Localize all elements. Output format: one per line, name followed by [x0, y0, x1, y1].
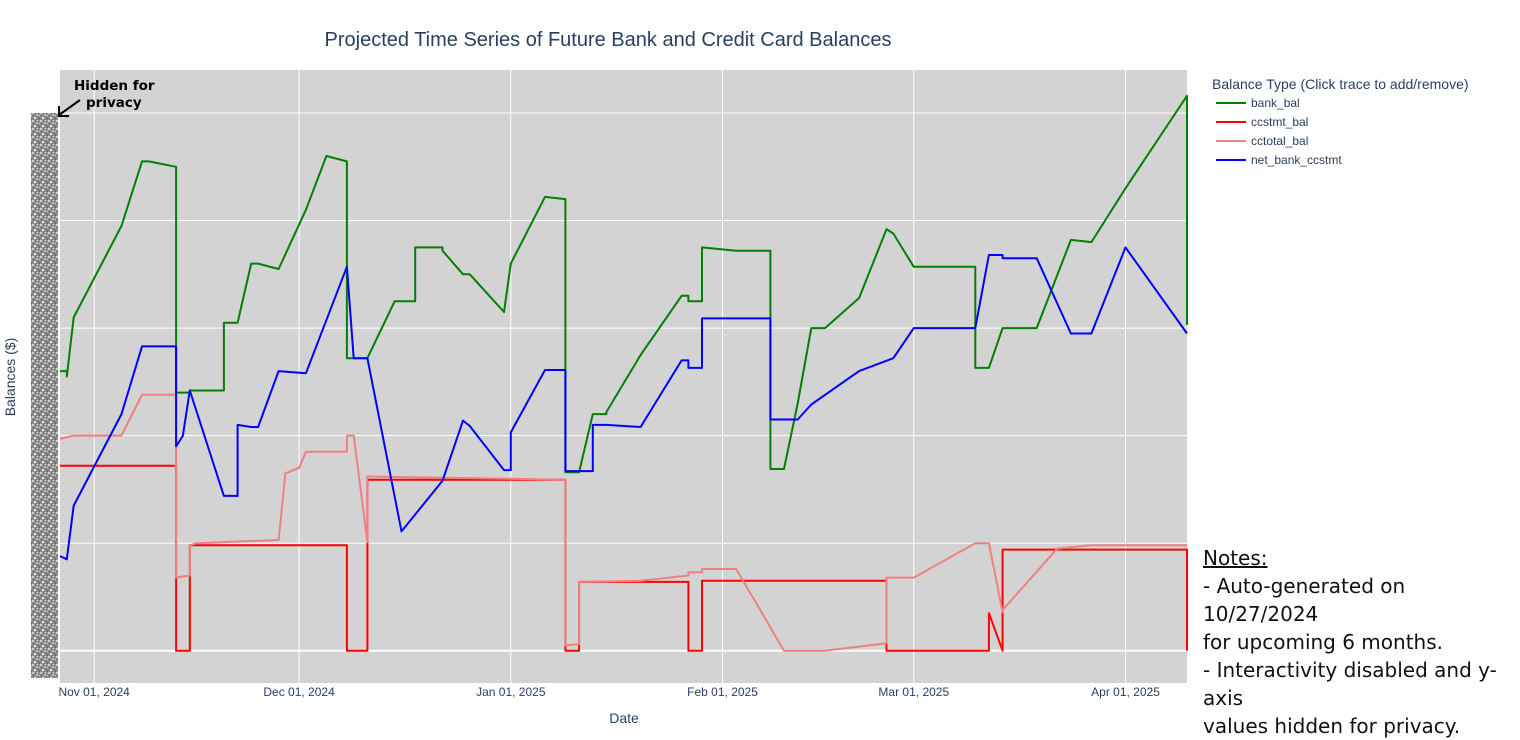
notes-line-4: values hidden for privacy.: [1203, 714, 1461, 738]
y-axis-redaction: [31, 113, 58, 678]
annotation-arrow-icon: [58, 99, 81, 116]
x-tick-label: Mar 01, 2025: [878, 685, 949, 699]
x-tick-label: Jan 01, 2025: [476, 685, 546, 699]
series-line-net-bank-ccstmt: [59, 246, 1188, 561]
legend-label-cctotal-bal[interactable]: cctotal_bal: [1251, 134, 1308, 148]
plot-area: [60, 70, 1187, 683]
legend[interactable]: Balance Type (Click trace to add/remove)…: [1212, 76, 1469, 167]
x-tick-label: Feb 01, 2025: [687, 685, 758, 699]
annotation-text: Hidden for privacy: [74, 78, 159, 111]
x-tick-label: Dec 01, 2024: [263, 685, 335, 699]
legend-title: Balance Type (Click trace to add/remove): [1212, 76, 1469, 92]
annotation-line-2: privacy: [86, 95, 142, 111]
legend-label-ccstmt-bal[interactable]: ccstmt_bal: [1251, 115, 1308, 129]
legend-label-bank-bal[interactable]: bank_bal: [1251, 96, 1300, 110]
notes-box: Notes: - Auto-generated on 10/27/2024 fo…: [1203, 544, 1518, 740]
notes-line-1: - Auto-generated on 10/27/2024: [1203, 574, 1406, 626]
series-line-bank-bal: [60, 94, 1188, 474]
series-line-cctotal-bal: [59, 393, 1187, 652]
annotation-arrowhead-icon: [58, 106, 69, 117]
x-axis-ticks: Nov 01, 2024 Dec 01, 2024 Jan 01, 2025 Feb …: [58, 685, 1160, 699]
x-axis-label: Date: [609, 710, 639, 726]
notes-line-2: for upcoming 6 months.: [1203, 630, 1443, 654]
x-tick-label: Nov 01, 2024: [58, 685, 130, 699]
notes-title: Notes:: [1203, 546, 1268, 570]
notes-line-3: - Interactivity disabled and y-axis: [1203, 658, 1497, 710]
series-group: [59, 94, 1188, 652]
chart-title: Projected Time Series of Future Bank and…: [325, 29, 892, 51]
legend-label-net-bank-ccstmt[interactable]: net_bank_ccstmt: [1251, 153, 1342, 167]
annotation-line-1: Hidden for: [74, 78, 155, 94]
hidden-for-privacy-annotation: Hidden for privacy: [58, 78, 159, 117]
grid: [60, 70, 1187, 683]
y-axis-label: Balances ($): [2, 338, 18, 417]
x-tick-label: Apr 01, 2025: [1091, 685, 1160, 699]
